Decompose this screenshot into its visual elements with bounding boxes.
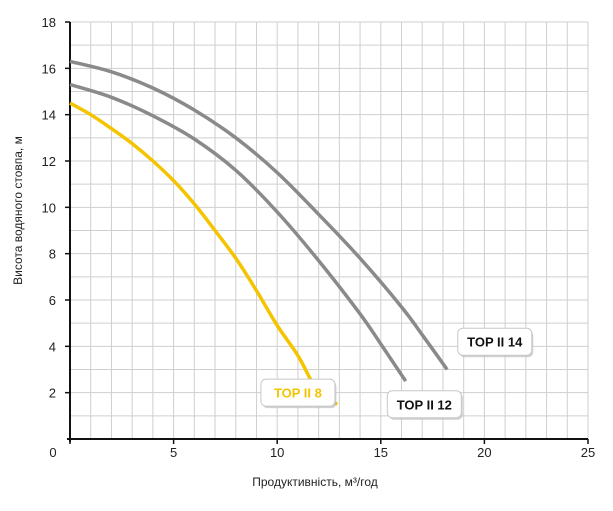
series-line-top-ii-14 xyxy=(69,59,449,371)
label-text: TOP II 12 xyxy=(397,397,452,412)
x-tick-label: 25 xyxy=(581,445,595,460)
series-lines xyxy=(69,59,449,406)
y-tick-label: 14 xyxy=(42,108,56,123)
label-box xyxy=(386,390,462,419)
grid xyxy=(70,21,589,439)
label-box xyxy=(457,327,533,356)
axes: 2 4 6 8 10 12 14 16 18 0 5 10 15 20 25 xyxy=(42,15,596,460)
y-axis-title: Висота водяного стовпа, м xyxy=(11,136,25,285)
label-box xyxy=(260,378,336,407)
series-labels: TOP II 8 TOP II 12 TOP II 14 xyxy=(260,327,534,420)
series-label-top-ii-14: TOP II 14 xyxy=(457,327,534,358)
y-tick-label: 12 xyxy=(42,154,56,169)
y-tick-label: 6 xyxy=(49,293,56,308)
y-tick-label: 10 xyxy=(42,200,56,215)
y-tick-label: 18 xyxy=(42,15,56,30)
y-tick-label: 16 xyxy=(42,61,56,76)
series-line-top-ii-8 xyxy=(69,101,339,406)
y-tick-label: 4 xyxy=(49,339,56,354)
x-tick-label: 10 xyxy=(270,445,284,460)
series-line-top-ii-12 xyxy=(69,82,408,383)
y-tick-label: 2 xyxy=(49,386,56,401)
x-tick-label: 20 xyxy=(477,445,491,460)
x-tick-label: 5 xyxy=(170,445,177,460)
x-tick-label: 0 xyxy=(49,445,56,460)
series-label-top-ii-8: TOP II 8 xyxy=(260,378,337,409)
label-text: TOP II 14 xyxy=(467,335,523,350)
label-text: TOP II 8 xyxy=(274,386,322,401)
x-axis-title: Продуктивність, м³/год xyxy=(252,475,377,489)
x-tick-label: 15 xyxy=(374,445,388,460)
series-label-top-ii-12: TOP II 12 xyxy=(386,390,463,420)
y-tick-label: 8 xyxy=(49,247,56,262)
